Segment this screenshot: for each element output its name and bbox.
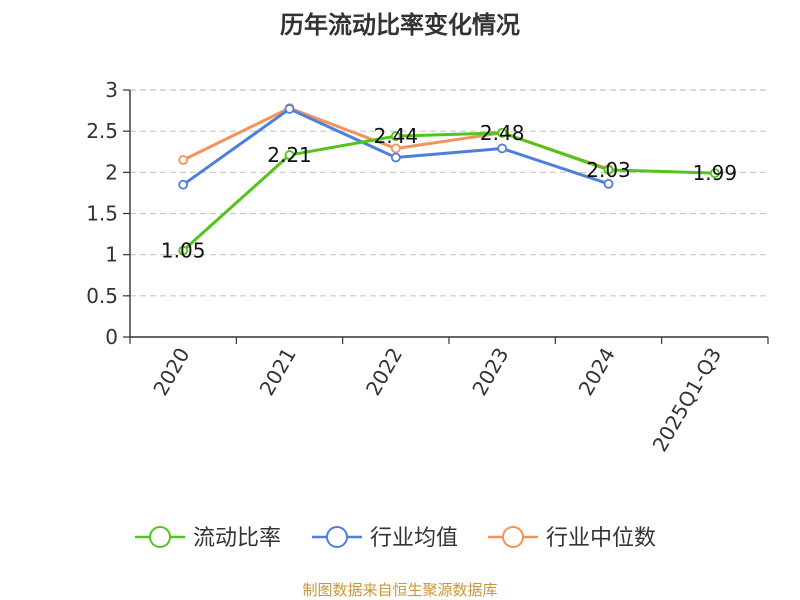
series-0-point-1[interactable] — [284, 150, 295, 160]
data-labels: 1.05 2.21 2.44 2.48 2.03 1.99 — [161, 121, 737, 263]
data-label-3: 2.48 — [480, 121, 525, 145]
x-tick-label-5: 2025Q1-Q3 — [647, 344, 726, 456]
series-0-point-0[interactable] — [178, 245, 189, 256]
series-0-point-2[interactable] — [390, 131, 401, 142]
x-tick-label-0: 2020 — [148, 344, 194, 400]
series-layer — [178, 103, 720, 256]
legend-label-0: 流动比率 — [193, 526, 281, 551]
data-label-5: 1.99 — [693, 161, 738, 185]
legend-item-2[interactable]: 行业中位数 — [488, 526, 656, 551]
legend-item-1[interactable]: 行业均值 — [312, 526, 458, 551]
data-label-0: 1.05 — [161, 239, 206, 263]
series-1-point-3[interactable] — [497, 143, 508, 154]
series-1-point-2[interactable] — [390, 152, 401, 163]
series-0-point-3[interactable] — [497, 127, 508, 138]
x-tick-label-1: 2021 — [255, 344, 301, 400]
y-tick-label-4: 2 — [105, 160, 118, 184]
legend-marker-2 — [502, 526, 524, 548]
legend-marker-1 — [326, 526, 348, 548]
grid-lines — [130, 89, 768, 297]
y-tick-label-3: 1.5 — [86, 202, 118, 226]
x-tick-label-4: 2024 — [574, 344, 620, 400]
series-2-point-0[interactable] — [178, 155, 189, 165]
x-tick-label-2: 2022 — [361, 344, 407, 400]
series-line-0 — [182, 131, 715, 252]
chart-title: 历年流动比率变化情况 — [280, 11, 520, 39]
legend-item-0[interactable]: 流动比率 — [135, 526, 281, 551]
source-note: 制图数据来自恒生聚源数据库 — [302, 581, 497, 599]
series-1-point-1[interactable] — [284, 104, 295, 114]
y-tick-label-6: 3 — [105, 78, 118, 102]
legend-label-2: 行业中位数 — [546, 526, 656, 551]
data-label-4: 2.03 — [586, 158, 631, 182]
series-0-point-5[interactable] — [709, 168, 720, 179]
series-2-point-2[interactable] — [390, 143, 401, 154]
y-tick-label-5: 2.5 — [86, 119, 118, 143]
series-0-point-4[interactable] — [603, 164, 614, 175]
y-tick-label-1: 0.5 — [86, 284, 118, 308]
data-label-2: 2.44 — [374, 124, 419, 148]
series-1-point-4[interactable] — [603, 178, 614, 189]
y-tick-label-2: 1 — [105, 243, 118, 267]
legend[interactable]: 流动比率 行业均值 行业中位数 — [135, 526, 656, 551]
legend-label-1: 行业均值 — [370, 526, 458, 551]
data-label-1: 2.21 — [267, 143, 312, 167]
x-tick-label-3: 2023 — [467, 343, 513, 399]
y-tick-label-0: 0 — [105, 325, 118, 349]
legend-marker-0 — [149, 526, 171, 548]
series-1-point-0[interactable] — [178, 179, 189, 190]
